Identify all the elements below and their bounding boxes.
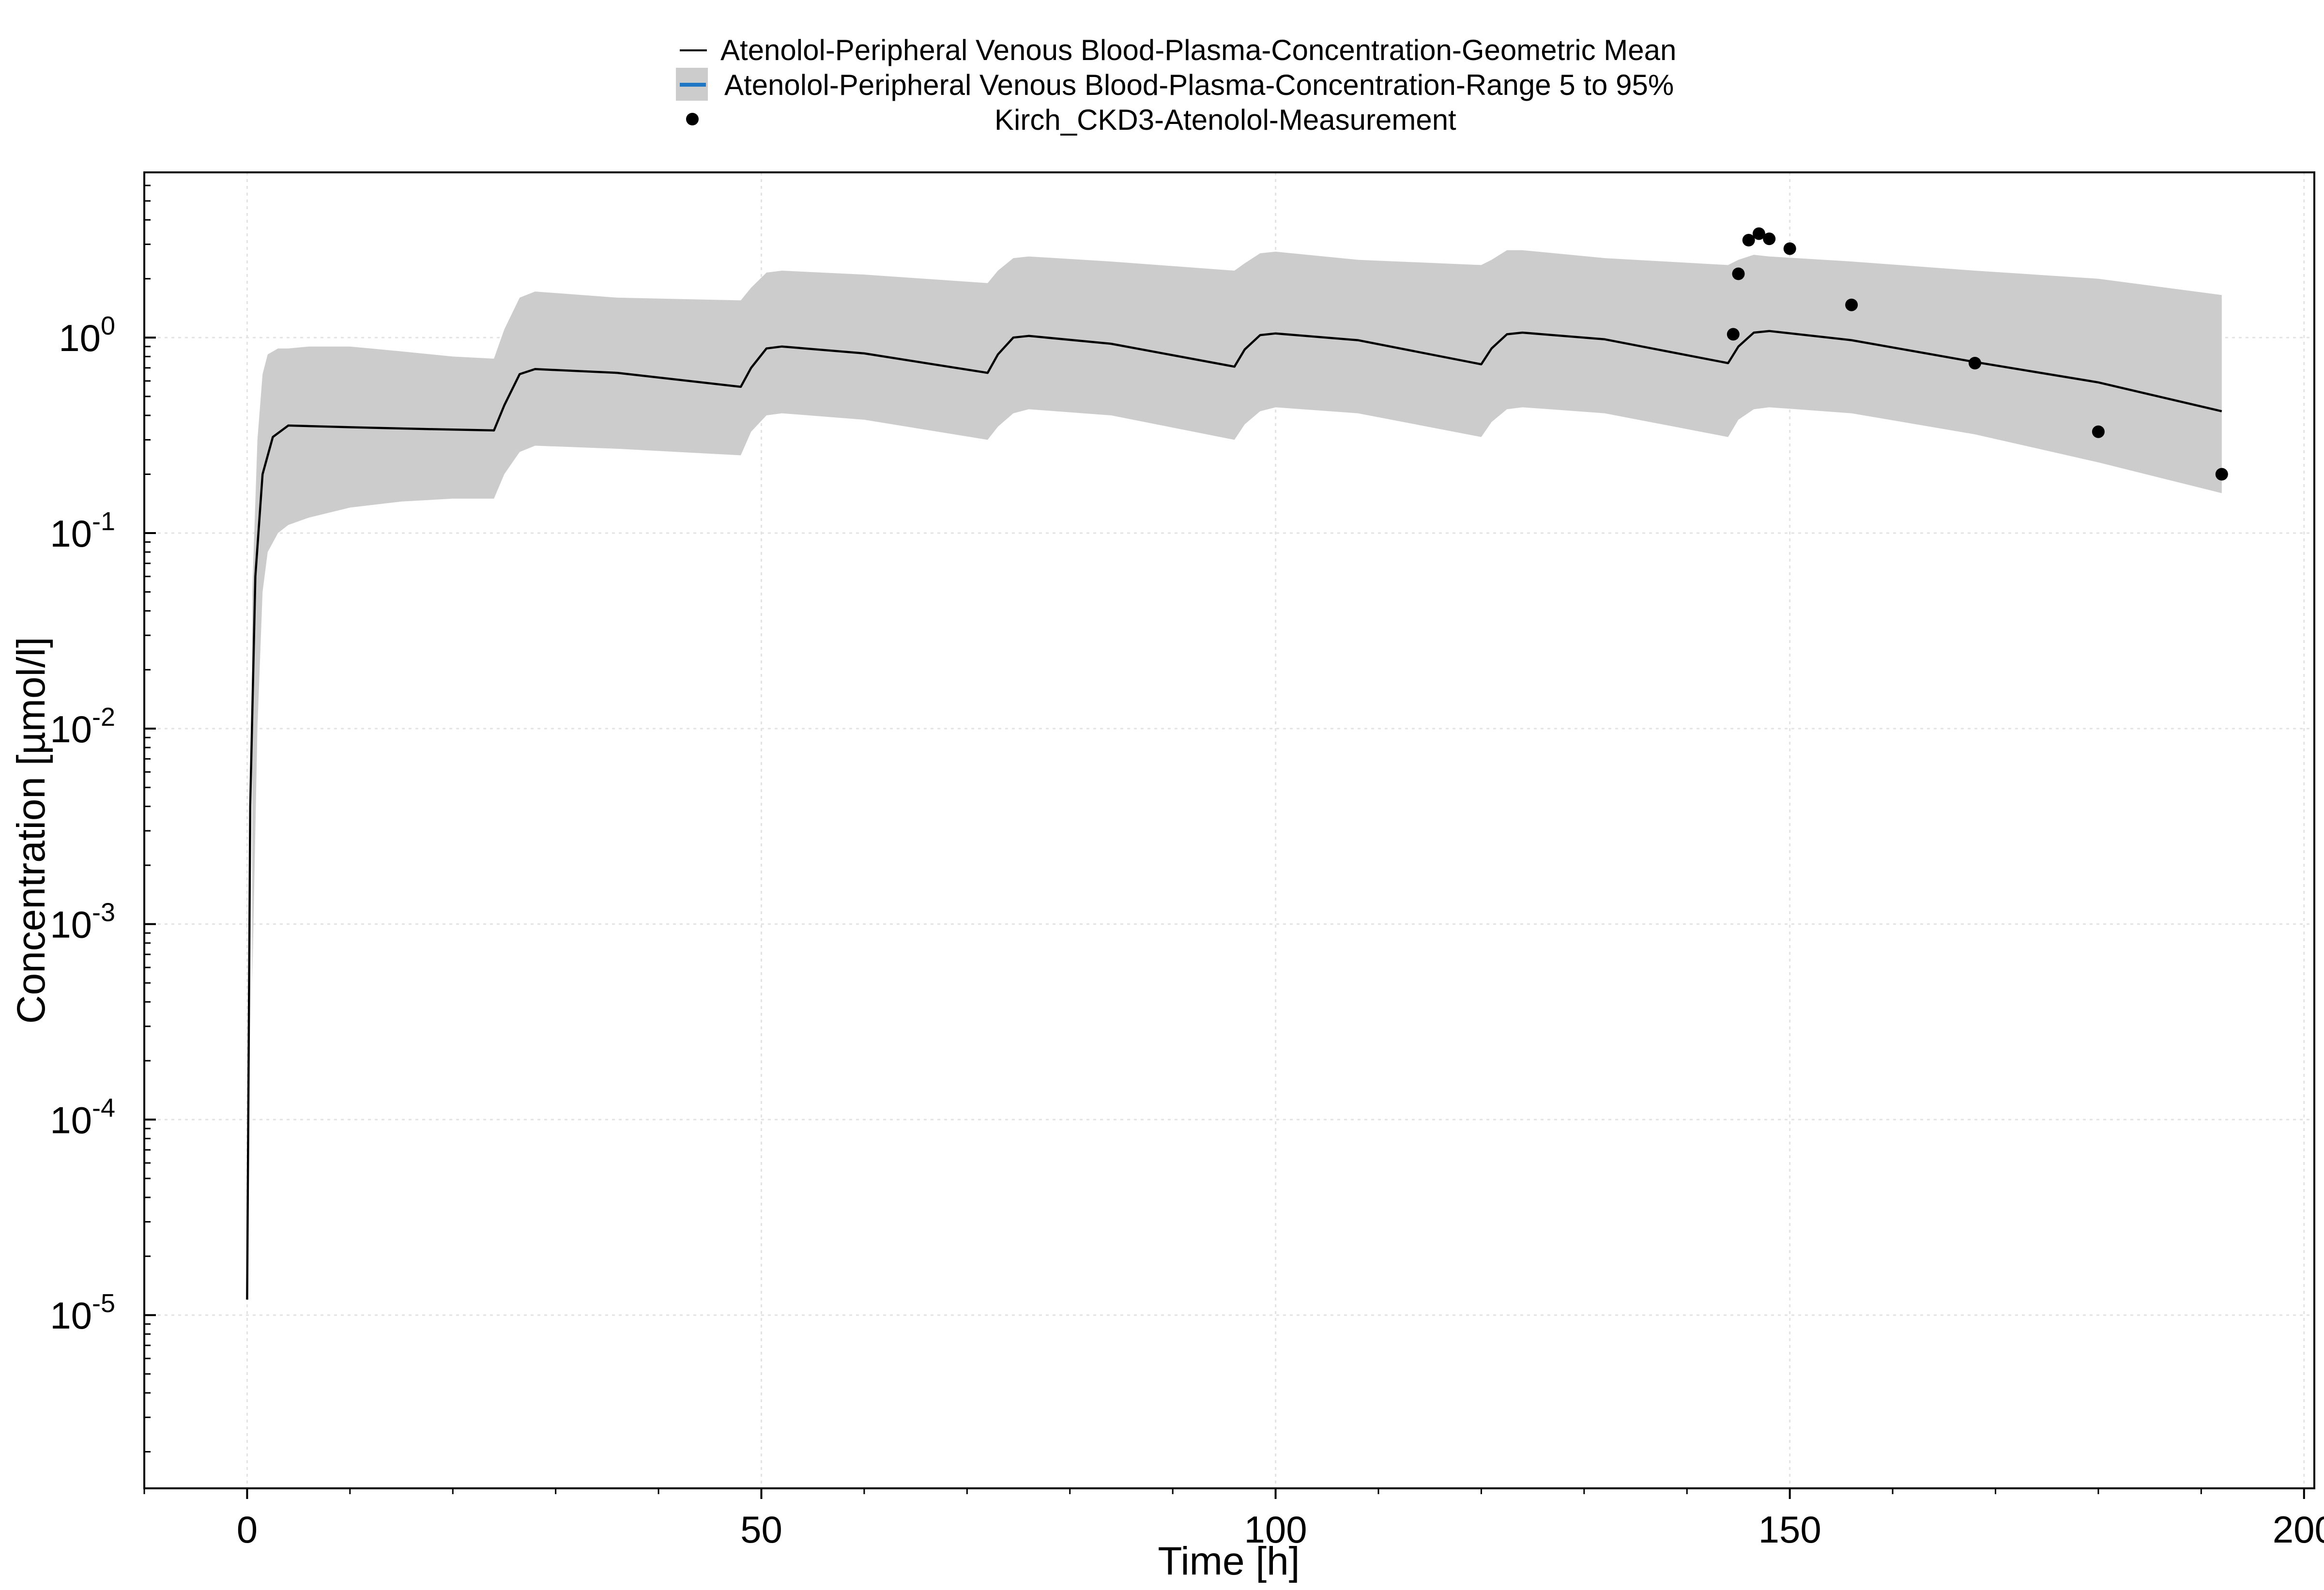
geometric-mean-path (246, 330, 2222, 1300)
range-band (252, 250, 2222, 983)
measurement-point (1763, 232, 1776, 245)
measurement-point (2092, 425, 2105, 438)
measurement-point (1752, 227, 1765, 240)
legend-label-measurement: Kirch_CKD3-Atenolol-Measurement (994, 104, 1456, 136)
measurement-point (2215, 468, 2228, 481)
x-tick-label: 100 (1244, 1508, 1307, 1551)
y-tick-label: 100 (59, 311, 115, 359)
y-tick-label: 10-1 (50, 507, 115, 555)
legend-label-range: Atenolol-Peripheral Venous Blood-Plasma-… (724, 69, 1674, 101)
y-axis: 100 10-1 10-2 10-3 10-4 10-5 (50, 171, 156, 1452)
x-tick-label: 200 (2273, 1508, 2324, 1551)
x-axis-title: Time [h] (1158, 1539, 1300, 1583)
range-band-area (252, 250, 2222, 983)
measurement-point (1742, 234, 1755, 246)
legend-dot-symbol (686, 113, 699, 125)
legend-label-geometric-mean: Atenolol-Peripheral Venous Blood-Plasma-… (720, 34, 1676, 66)
measurement-point (1732, 267, 1745, 280)
x-axis: 0 50 100 150 200 (143, 1488, 2324, 1551)
y-tick-label: 10-2 (50, 703, 115, 750)
x-tick-label: 0 (237, 1508, 258, 1551)
y-tick-label: 10-3 (50, 898, 115, 946)
x-tick-label: 150 (1758, 1508, 1821, 1551)
measurement-point (1727, 328, 1740, 341)
y-axis-title: Concentration [µmol/l] (9, 637, 53, 1024)
x-tick-label: 50 (740, 1508, 782, 1551)
geometric-mean-line (246, 330, 2222, 1300)
legend: Atenolol-Peripheral Venous Blood-Plasma-… (676, 34, 1676, 136)
y-tick-label: 10-4 (50, 1093, 115, 1141)
measurement-point (1845, 298, 1858, 311)
y-tick-label: 10-5 (50, 1289, 115, 1337)
measurement-point (1783, 242, 1796, 255)
measurement-point (1969, 357, 1981, 369)
measurement-points (1727, 227, 2228, 481)
plot-area (143, 171, 2315, 1489)
